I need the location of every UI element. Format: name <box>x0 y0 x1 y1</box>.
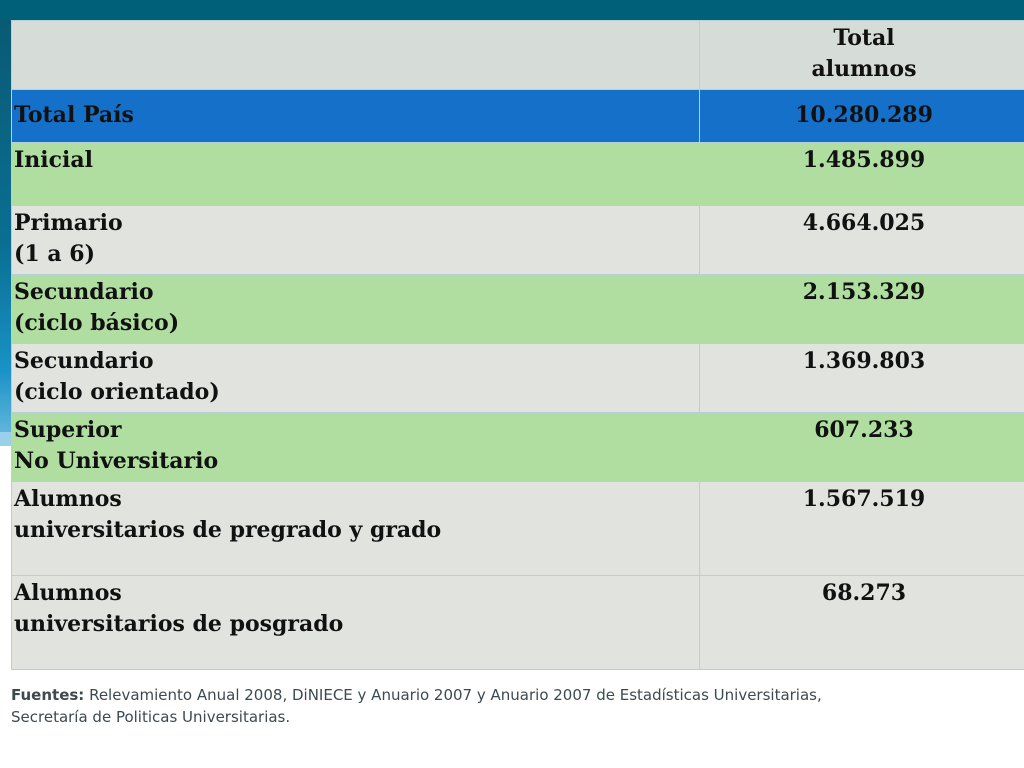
row-label-line: Primario <box>14 210 123 236</box>
students-table: Total alumnos Total País 10.280.289 Inic… <box>11 20 1024 670</box>
row-label: Alumnos universitarios de posgrado <box>11 575 700 670</box>
table-header-row: Total alumnos <box>11 20 1024 90</box>
top-bar <box>0 0 1024 20</box>
row-label: Secundario (ciclo básico) <box>11 274 700 344</box>
row-label: Primario (1 a 6) <box>11 205 700 275</box>
source-note: Fuentes: Relevamiento Anual 2008, DiNIEC… <box>11 684 1011 728</box>
header-label-cell <box>11 20 700 90</box>
row-label-line: (ciclo básico) <box>14 310 180 336</box>
header-line: alumnos <box>811 56 917 82</box>
row-value: 1.567.519 <box>699 481 1024 576</box>
row-label: Alumnos universitarios de pregrado y gra… <box>11 481 700 576</box>
row-label-line: Secundario <box>14 279 154 305</box>
row-label-line: Total País <box>14 101 134 128</box>
table-row-superior-no-universitario: Superior No Universitario 607.233 <box>11 412 1024 482</box>
row-value: 4.664.025 <box>699 205 1024 275</box>
row-label-line: No Universitario <box>14 448 219 474</box>
row-label: Total País <box>11 89 700 143</box>
row-value: 68.273 <box>699 575 1024 670</box>
table-row-primario: Primario (1 a 6) 4.664.025 <box>11 205 1024 275</box>
row-label-line: universitarios de pregrado y grado <box>14 517 442 543</box>
table-row-universitarios-posgrado: Alumnos universitarios de posgrado 68.27… <box>11 575 1024 670</box>
table-row-inicial: Inicial 1.485.899 <box>11 142 1024 206</box>
table-row-universitarios-grado: Alumnos universitarios de pregrado y gra… <box>11 481 1024 576</box>
row-label-line: (ciclo orientado) <box>14 379 220 405</box>
row-value: 1.369.803 <box>699 343 1024 413</box>
header-line: Total <box>833 25 895 51</box>
row-label-line: Alumnos <box>14 486 122 512</box>
row-value: 10.280.289 <box>699 89 1024 143</box>
table-row-secundario-orientado: Secundario (ciclo orientado) 1.369.803 <box>11 343 1024 413</box>
row-value: 2.153.329 <box>699 274 1024 344</box>
row-label-line: Inicial <box>14 147 94 173</box>
row-label-line: Superior <box>14 417 122 443</box>
row-value: 607.233 <box>699 412 1024 482</box>
row-label: Inicial <box>11 142 700 206</box>
row-label-line: universitarios de posgrado <box>14 611 344 637</box>
side-accent-bar <box>0 20 11 446</box>
row-label-line: Secundario <box>14 348 154 374</box>
row-value: 1.485.899 <box>699 142 1024 206</box>
table-row-total-pais: Total País 10.280.289 <box>11 89 1024 143</box>
header-total-alumnos: Total alumnos <box>699 20 1024 90</box>
source-prefix: Fuentes: <box>11 686 85 704</box>
table-row-secundario-basico: Secundario (ciclo básico) 2.153.329 <box>11 274 1024 344</box>
row-label-line: (1 a 6) <box>14 241 96 267</box>
row-label-line: Alumnos <box>14 580 122 606</box>
row-label: Superior No Universitario <box>11 412 700 482</box>
source-text-line2: Secretaría de Politicas Universitarias. <box>11 708 291 726</box>
row-label: Secundario (ciclo orientado) <box>11 343 700 413</box>
source-text-line1: Relevamiento Anual 2008, DiNIECE y Anuar… <box>84 686 822 704</box>
